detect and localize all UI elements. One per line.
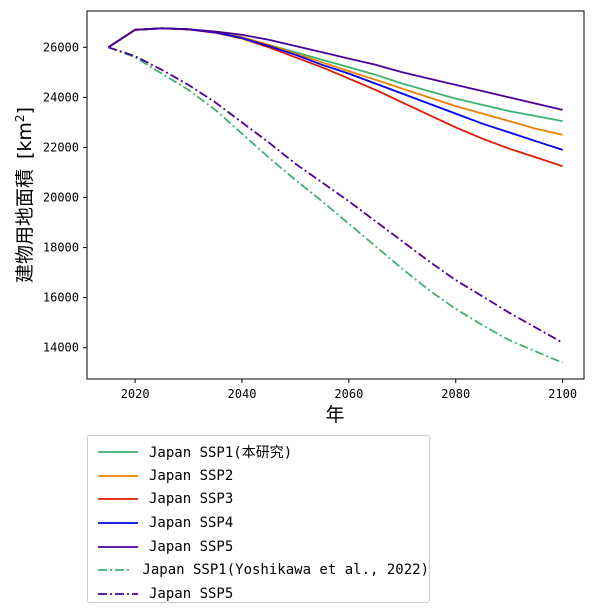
legend-entry: Japan SSP2 (88, 464, 429, 488)
x-tick-label: 2060 (334, 387, 363, 401)
y-axis-title-main: 建物用地面積 (14, 169, 36, 283)
legend-entry: Japan SSP1(本研究) (88, 440, 429, 464)
legend-swatch (98, 522, 138, 524)
legend-swatch (98, 569, 132, 572)
y-tick-label: 20000 (43, 191, 79, 205)
x-tick-label: 2080 (441, 387, 470, 401)
legend-label: Japan SSP4 (149, 514, 234, 531)
legend-label: Japan SSP1(Yoshikawa et al., 2022) (142, 562, 429, 579)
legend-swatch (98, 545, 138, 548)
legend-entry: Japan SSP5 (88, 535, 429, 559)
y-tick-label: 26000 (43, 40, 79, 54)
legend-label: Japan SSP3 (149, 491, 234, 508)
legend-swatch (98, 474, 138, 477)
legend-entry: Japan SSP5 (88, 582, 429, 606)
x-axis-title: 年 (325, 404, 344, 426)
series-line-3 (107, 27, 563, 168)
plot-frame (86, 10, 585, 380)
legend-label: Japan SSP5 (149, 538, 234, 555)
y-axis: 14000 16000 18000 20000 22000 24000 26000 (43, 40, 87, 355)
x-tick-label: 2020 (121, 387, 150, 401)
y-tick-label: 22000 (43, 140, 79, 154)
y-tick-label: 16000 (43, 291, 79, 305)
y-tick-label: 24000 (43, 90, 79, 104)
y-tick-label: 14000 (43, 341, 79, 355)
y-axis-title-superscript: 2 (13, 114, 27, 122)
x-axis: 2020 2040 2060 2080 2100 (121, 379, 577, 401)
legend-label: Japan SSP5 (149, 585, 234, 602)
series-line-4 (107, 27, 563, 151)
y-axis-title: 建物用地面積 [km2] (13, 107, 36, 283)
x-tick-label: 2040 (228, 387, 257, 401)
legend-swatch (98, 593, 138, 595)
y-tick-label: 18000 (43, 241, 79, 255)
legend-label: Japan SSP1(本研究) (149, 444, 293, 461)
plot-lines (107, 27, 564, 364)
y-axis-title-close: ] (14, 107, 36, 114)
series-line-5 (107, 27, 563, 111)
legend: Japan SSP1(本研究) Japan SSP2 Japan SSP3 Japan… (87, 435, 430, 603)
legend-label: Japan SSP2 (149, 467, 234, 484)
y-axis-title-unit: [km (14, 122, 36, 159)
legend-swatch (98, 450, 138, 453)
legend-entry: Japan SSP4 (88, 511, 429, 535)
legend-entry: Japan SSP3 (88, 487, 429, 511)
legend-swatch (98, 498, 138, 501)
legend-entry: Japan SSP1(Yoshikawa et al., 2022) (88, 558, 429, 582)
x-tick-label: 2100 (548, 387, 577, 401)
series-line-6 (108, 46, 563, 364)
series-line-7 (108, 46, 564, 344)
line-chart: 2020 2040 2060 2080 2100 14000 16000 18000 2000… (13, 10, 585, 426)
series-line-1 (107, 27, 563, 122)
